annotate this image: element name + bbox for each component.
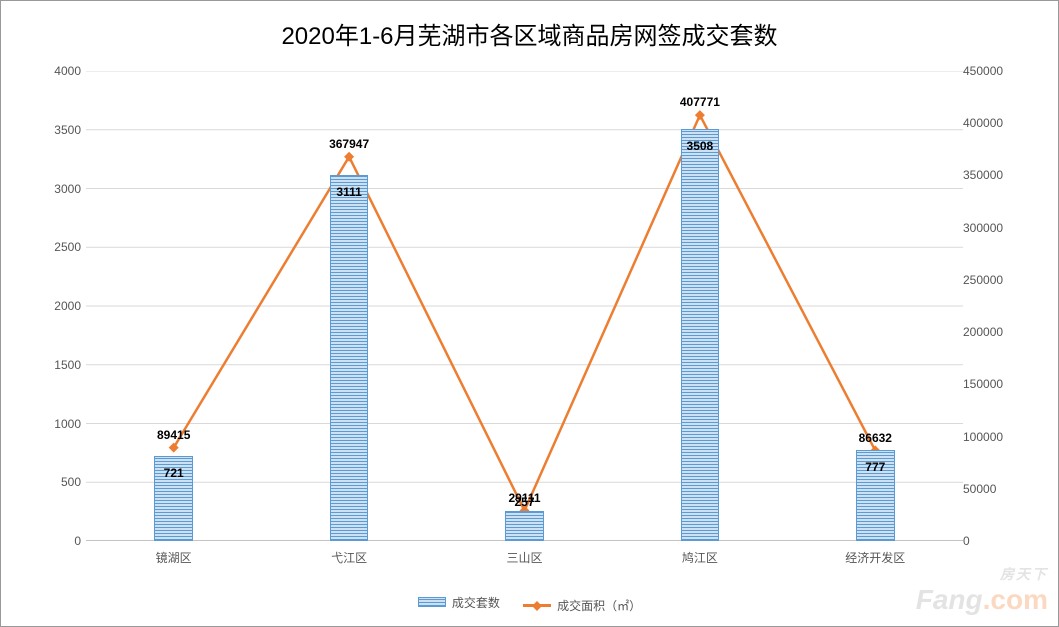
legend-item-line: 成交面积（㎡） [523,597,641,614]
y-right-tick: 400000 [963,116,1018,130]
y-right-tick: 100000 [963,430,1018,444]
y-left-tick: 3000 [46,182,81,196]
legend: 成交套数 成交面积（㎡） [1,594,1058,615]
bar-value-label: 3111 [336,185,361,199]
line-value-label: 367947 [329,137,369,151]
y-left-tick: 0 [46,534,81,548]
bar [330,175,369,541]
legend-label-line: 成交面积（㎡） [557,597,641,614]
y-right-tick: 450000 [963,64,1018,78]
legend-label-bar: 成交套数 [452,594,500,611]
y-right-tick: 50000 [963,482,1018,496]
y-right-tick: 350000 [963,168,1018,182]
y-left-tick: 1500 [46,358,81,372]
line-value-label: 89415 [157,428,190,442]
y-right-tick: 200000 [963,325,1018,339]
x-category-label: 经济开发区 [845,549,905,566]
x-category-label: 镜湖区 [156,549,192,566]
y-left-tick: 1000 [46,417,81,431]
watermark-above: 房天下 [916,564,1048,584]
x-category-label: 弋江区 [331,549,367,566]
chart-container: 2020年1-6月芜湖市各区域商品房网签成交套数 721311125735087… [0,0,1059,627]
legend-swatch-line [523,604,551,607]
bar-value-label: 721 [164,466,184,480]
line-value-label: 86632 [859,431,892,445]
y-right-tick: 250000 [963,273,1018,287]
line-value-label: 29111 [508,491,540,505]
x-category-label: 鸠江区 [682,549,718,566]
y-left-tick: 2500 [46,240,81,254]
y-right-tick: 150000 [963,377,1018,391]
legend-swatch-bar [418,597,446,607]
y-right-tick: 300000 [963,221,1018,235]
chart-svg [86,71,963,541]
x-category-label: 三山区 [506,549,542,566]
bar-value-label: 777 [865,460,885,474]
legend-item-bar: 成交套数 [418,594,500,611]
bar-value-label: 3508 [687,139,714,153]
y-left-tick: 2000 [46,299,81,313]
bar [681,129,720,541]
y-left-tick: 3500 [46,123,81,137]
bar [505,511,544,541]
chart-title: 2020年1-6月芜湖市各区域商品房网签成交套数 [1,1,1058,61]
y-left-tick: 500 [46,475,81,489]
plot-area: 7213111257350877789415367947291114077718… [86,71,963,541]
y-left-tick: 4000 [46,64,81,78]
line-value-label: 407771 [680,95,720,109]
y-right-tick: 0 [963,534,1018,548]
